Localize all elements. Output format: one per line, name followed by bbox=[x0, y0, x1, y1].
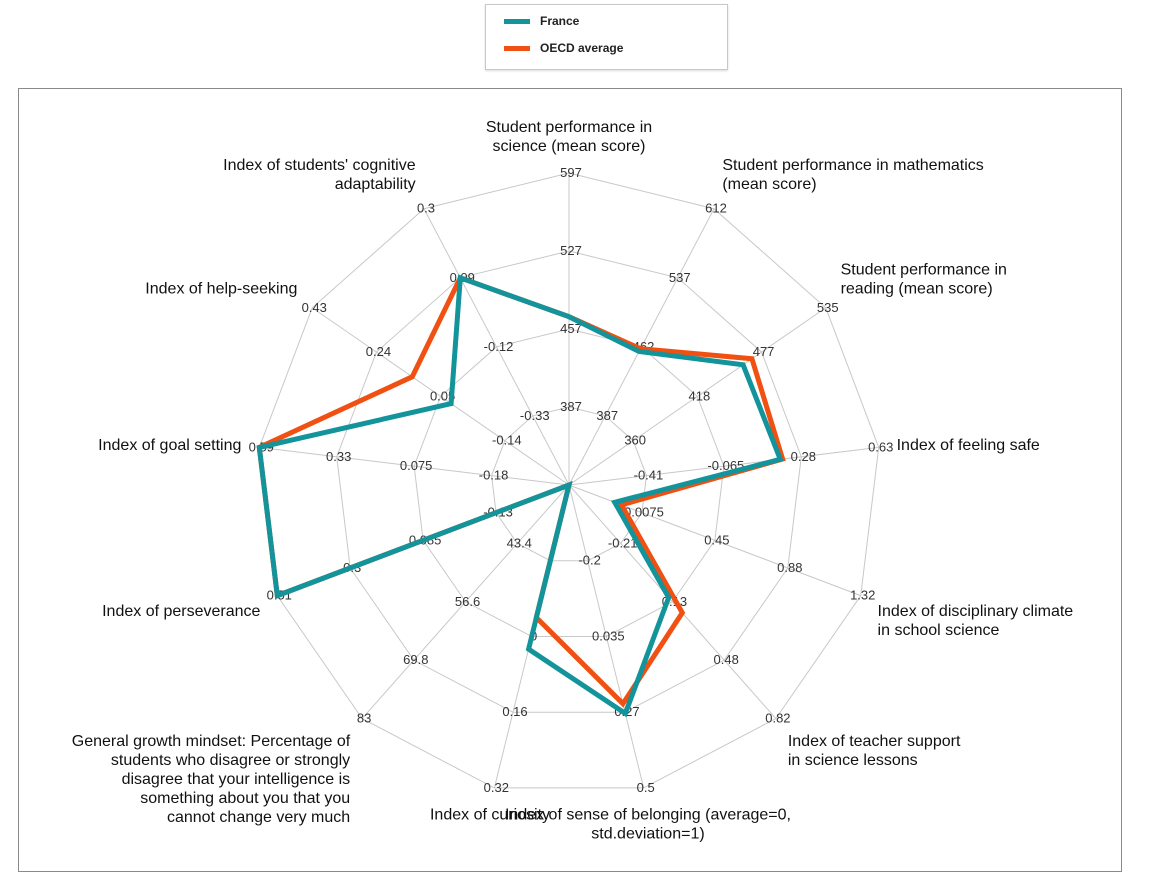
tick-label: 83 bbox=[357, 711, 371, 726]
tick-label: 0.5 bbox=[637, 780, 655, 795]
tick-label: 612 bbox=[705, 201, 727, 216]
axis-label: Index of curiosity bbox=[430, 806, 550, 823]
series-line-france bbox=[256, 274, 784, 718]
tick-label: 418 bbox=[689, 388, 711, 403]
axis-label-line: Index of goal setting bbox=[98, 437, 241, 454]
legend-label-oecd: OECD average bbox=[540, 41, 624, 55]
axis-label-line: in science lessons bbox=[788, 752, 918, 769]
tick-label: 527 bbox=[560, 243, 582, 258]
tick-label: 69.8 bbox=[403, 652, 428, 667]
tick-label: 43.4 bbox=[507, 535, 532, 550]
chart-frame bbox=[18, 88, 1122, 872]
axis-label-line: Index of help-seeking bbox=[145, 281, 297, 298]
tick-label: 360 bbox=[624, 433, 646, 448]
axis-label-line: General growth mindset: Percentage of bbox=[72, 733, 351, 750]
axis-label-line: Index of students' cognitive bbox=[223, 157, 416, 174]
legend-item-france[interactable]: France bbox=[504, 14, 579, 28]
tick-label: 0.035 bbox=[592, 628, 625, 643]
tick-label: 0.63 bbox=[868, 439, 893, 454]
grid-spoke-11 bbox=[259, 446, 570, 486]
tick-label: 0.24 bbox=[366, 344, 391, 359]
grid-ring-3 bbox=[336, 250, 802, 713]
axis-label-line: Index of disciplinary climate bbox=[878, 603, 1074, 620]
grid-spoke-3 bbox=[568, 307, 827, 486]
tick-label: 0.48 bbox=[714, 652, 739, 667]
axis-label-line: students who disagree or strongly bbox=[111, 752, 350, 769]
tick-label: 387 bbox=[560, 399, 582, 414]
axis-label: Student performance in reading (mean scor… bbox=[841, 262, 1007, 298]
legend-label-france: France bbox=[540, 14, 580, 28]
grid-spoke-6 bbox=[568, 484, 777, 719]
axis-label-line: disagree that your intelligence is bbox=[122, 771, 351, 788]
tick-label: 537 bbox=[669, 270, 691, 285]
axis-label: Index of students' cognitive adaptability bbox=[223, 157, 416, 193]
axis-label-line: cannot change very much bbox=[167, 809, 350, 826]
tick-label: 0.82 bbox=[765, 711, 790, 726]
axis-label-line: Student performance in bbox=[486, 119, 652, 136]
tick-label: 0.16 bbox=[502, 704, 527, 719]
tick-label: -0.41 bbox=[634, 468, 664, 483]
axis-label-line: Student performance in bbox=[841, 262, 1007, 279]
tick-label: 0.3 bbox=[417, 201, 435, 216]
tick-label: -0.2 bbox=[578, 553, 600, 568]
tick-label: 477 bbox=[753, 344, 775, 359]
tick-label: -0.14 bbox=[492, 433, 522, 448]
axis-label: Index of feeling safe bbox=[897, 437, 1040, 454]
tick-label: 1.32 bbox=[850, 588, 875, 603]
chart-legend: France OECD average bbox=[485, 4, 728, 70]
grid-spoke-13 bbox=[423, 208, 570, 486]
grid-spoke-12 bbox=[311, 307, 570, 486]
tick-label: 0.88 bbox=[777, 560, 802, 575]
tick-label: -0.33 bbox=[520, 408, 550, 423]
grid-spoke-9 bbox=[361, 484, 570, 719]
tick-label: 457 bbox=[560, 321, 582, 336]
axis-label: Student performance in mathematics (mean … bbox=[722, 157, 983, 193]
grid-spoke-4 bbox=[568, 446, 879, 486]
axis-label: Index of teacher support in science lesso… bbox=[788, 733, 961, 769]
axis-label-line: science (mean score) bbox=[493, 138, 646, 155]
tick-label: 597 bbox=[560, 165, 582, 180]
series-line-oecd-average bbox=[256, 274, 786, 708]
tick-label: 0.33 bbox=[326, 449, 351, 464]
legend-swatch-oecd bbox=[504, 45, 530, 51]
tick-label: 387 bbox=[596, 408, 618, 423]
tick-label: 56.6 bbox=[455, 594, 480, 609]
tick-label: 0.43 bbox=[302, 300, 327, 315]
tick-label: 0.45 bbox=[704, 532, 729, 547]
axis-label-line: Index of perseverance bbox=[102, 603, 260, 620]
legend-swatch-france bbox=[504, 18, 530, 24]
tick-label: 0.075 bbox=[400, 458, 433, 473]
axis-label: Index of disciplinary climate in school s… bbox=[878, 603, 1074, 639]
tick-label: 0.28 bbox=[791, 449, 816, 464]
axis-label-line: in school science bbox=[878, 622, 1000, 639]
grid-ring-4 bbox=[258, 172, 880, 789]
axis-label-line: Student performance in mathematics bbox=[722, 157, 983, 174]
axis-label-line: Index of teacher support bbox=[788, 733, 961, 750]
axis-label-line: something about you that you bbox=[140, 790, 350, 807]
axis-label: Student performance in science (mean scor… bbox=[486, 119, 652, 155]
tick-label: -0.12 bbox=[484, 339, 514, 354]
tick-label: 0.0075 bbox=[624, 505, 664, 520]
axis-label: Index of sense of belonging (average=0, s… bbox=[505, 806, 791, 842]
axis-label: Index of help-seeking bbox=[145, 281, 297, 298]
axis-label-line: adaptability bbox=[335, 176, 416, 193]
tick-label: -0.21 bbox=[608, 535, 638, 550]
axis-label: General growth mindset: Percentage of stu… bbox=[72, 733, 351, 826]
axis-label: Index of goal setting bbox=[98, 437, 241, 454]
tick-label: 0.32 bbox=[484, 780, 509, 795]
axis-label-line: Index of sense of belonging (average=0, bbox=[505, 806, 791, 823]
axis-label-line: (mean score) bbox=[722, 176, 816, 193]
grid-spoke-7 bbox=[568, 484, 645, 789]
axis-label-line: reading (mean score) bbox=[841, 281, 993, 298]
axis-label-line: Index of feeling safe bbox=[897, 437, 1040, 454]
axis-label: Index of perseverance bbox=[102, 603, 260, 620]
tick-label: -0.18 bbox=[479, 468, 509, 483]
tick-label: 535 bbox=[817, 300, 839, 315]
grid-ring-1 bbox=[491, 406, 647, 562]
axis-label-line: Index of curiosity bbox=[430, 806, 550, 823]
legend-item-oecd[interactable]: OECD average bbox=[504, 41, 623, 55]
axis-label-line: std.deviation=1) bbox=[591, 825, 704, 842]
